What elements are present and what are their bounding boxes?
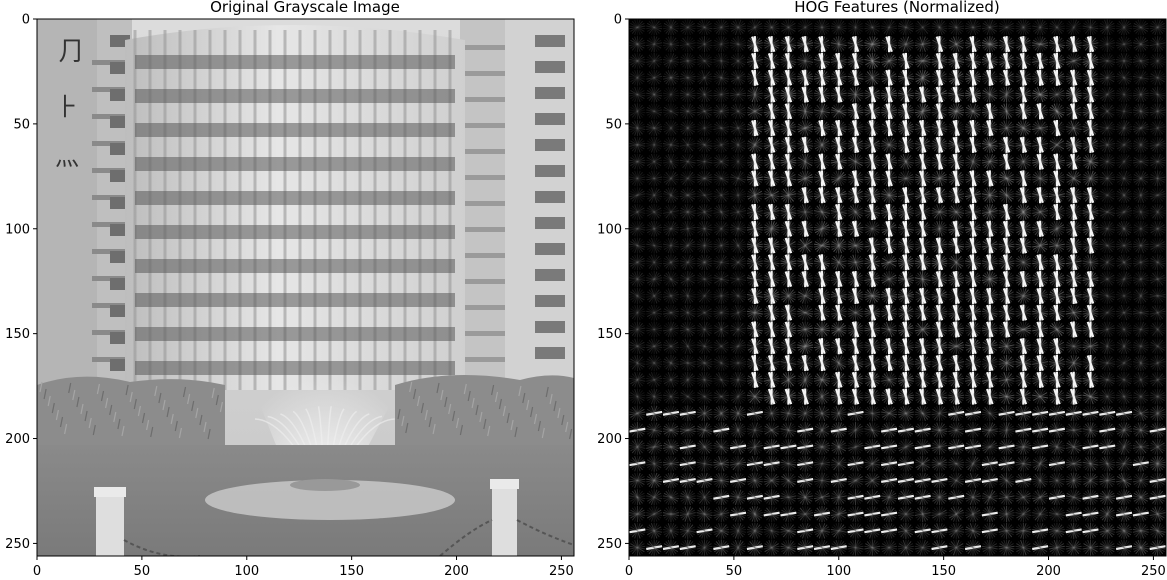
x-tick-label: 50 xyxy=(726,564,743,579)
x-tick-label: 100 xyxy=(234,564,259,579)
y-tick-label: 150 xyxy=(5,327,30,342)
x-tick-label: 150 xyxy=(339,564,364,579)
x-tick-label: 0 xyxy=(625,564,633,579)
x-tick-label: 250 xyxy=(1141,564,1166,579)
y-tick-label: 50 xyxy=(13,117,30,132)
y-tick-label: 50 xyxy=(605,117,622,132)
svg-text:⺊: ⺊ xyxy=(55,93,79,121)
x-tick-label: 200 xyxy=(1036,564,1061,579)
y-tick-label: 200 xyxy=(597,432,622,447)
y-tick-label: 250 xyxy=(5,537,30,552)
y-tick-label: 100 xyxy=(5,222,30,237)
x-tick-label: 150 xyxy=(931,564,956,579)
panel-title-hog: HOG Features (Normalized) xyxy=(794,0,1000,16)
panel-hog: HOG Features (Normalized) 0 50 100 150 200 25… xyxy=(597,0,1167,580)
panel-original: Original Grayscale Image ⺆ ⺊ ⺣ xyxy=(5,0,575,580)
hog-cells xyxy=(629,19,1166,556)
y-tick-label: 0 xyxy=(22,13,30,28)
hog-image xyxy=(629,19,1166,556)
x-tick-label: 0 xyxy=(33,564,41,579)
y-tick-label: 200 xyxy=(5,432,30,447)
x-tick-label: 50 xyxy=(134,564,151,579)
panel-title-original: Original Grayscale Image xyxy=(210,0,400,16)
y-tick-label: 150 xyxy=(597,327,622,342)
svg-text:⺆: ⺆ xyxy=(58,37,84,67)
axes-frame-original xyxy=(36,18,575,557)
y-tick-label: 0 xyxy=(614,13,622,28)
svg-text:⺣: ⺣ xyxy=(55,143,79,171)
x-tick-label: 200 xyxy=(444,564,469,579)
axes-frame-hog xyxy=(628,18,1167,557)
y-tick-label: 250 xyxy=(597,537,622,552)
x-tick-label: 250 xyxy=(549,564,574,579)
y-tick-label: 100 xyxy=(597,222,622,237)
x-tick-label: 100 xyxy=(826,564,851,579)
grayscale-image: ⺆ ⺊ ⺣ xyxy=(37,19,574,556)
